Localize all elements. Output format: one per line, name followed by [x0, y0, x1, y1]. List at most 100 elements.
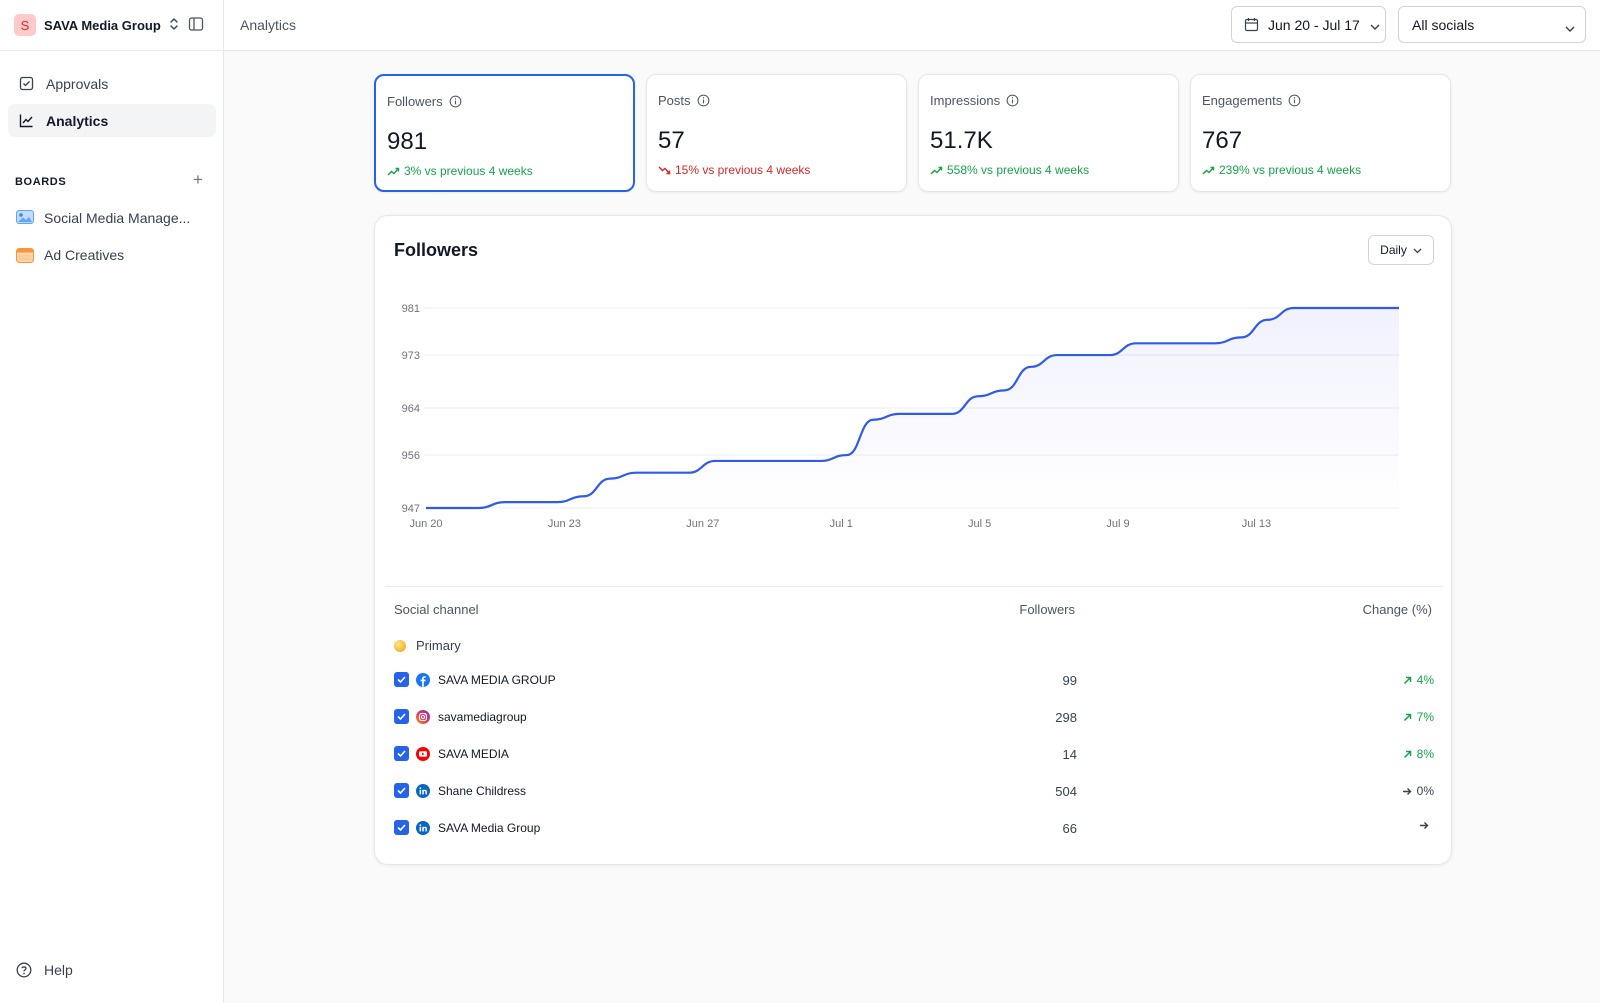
date-range-label: Jun 20 - Jul 17 — [1268, 16, 1360, 33]
followers-value: 14 — [1062, 747, 1077, 762]
column-header-channel: Social channel — [394, 602, 479, 617]
change-value: 8% — [1403, 747, 1434, 761]
chevron-up-down-icon — [169, 17, 179, 34]
date-range-picker[interactable]: Jun 20 - Jul 17 — [1231, 6, 1386, 43]
channel-name: SAVA MEDIA GROUP — [438, 673, 556, 687]
breadcrumb: Analytics — [240, 17, 297, 33]
socials-filter-select[interactable]: All socials — [1398, 6, 1586, 43]
x-tick-label: Jun 23 — [548, 518, 581, 530]
arrow-up-right-icon — [1403, 676, 1411, 684]
help-circle-icon — [16, 962, 32, 978]
stat-card-impressions[interactable]: Impressions 51.7K 558% vs previous 4 wee… — [918, 74, 1179, 192]
workspace-avatar: S — [14, 14, 36, 36]
arrow-right-icon — [1420, 822, 1429, 829]
add-board-button[interactable]: + — [193, 170, 203, 189]
group-dot-icon — [394, 639, 406, 652]
arrow-up-right-icon — [1403, 713, 1411, 721]
workspace-name: SAVA Media Group — [44, 17, 161, 33]
channel-name: SAVA Media Group — [438, 821, 541, 835]
board-item-label: Social Media Manage... — [44, 209, 191, 226]
stat-delta: 15% vs previous 4 weeks — [658, 163, 810, 177]
change-value — [1419, 821, 1434, 830]
boards-heading: BOARDS — [15, 176, 67, 188]
column-header-change: Change (%) — [1362, 602, 1432, 617]
sidebar-item-approvals[interactable]: Approvals — [8, 67, 216, 100]
channel-name: SAVA MEDIA — [438, 747, 509, 761]
stat-card-followers[interactable]: Followers 981 3% vs previous 4 weeks — [374, 74, 635, 192]
board-item-social-media[interactable]: Social Media Manage... — [8, 201, 216, 234]
row-checkbox[interactable] — [394, 820, 409, 835]
table-row: Shane Childress 504 0% — [375, 781, 1453, 801]
stat-label: Posts — [658, 93, 710, 108]
change-value: 4% — [1403, 673, 1434, 687]
table-row: SAVA Media Group 66 — [375, 818, 1453, 838]
linkedin-icon — [416, 821, 430, 835]
stat-value: 981 — [387, 128, 428, 155]
table-row: savamediagroup 298 7% — [375, 707, 1453, 727]
divider — [385, 586, 1443, 587]
y-tick-label: 981 — [402, 303, 420, 315]
info-icon — [1288, 94, 1301, 107]
sidebar-item-label: Approvals — [46, 75, 109, 92]
x-tick-label: Jul 1 — [830, 518, 853, 530]
stat-card-posts[interactable]: Posts 57 15% vs previous 4 weeks — [646, 74, 907, 192]
board-image-icon — [16, 209, 34, 226]
stat-delta: 558% vs previous 4 weeks — [930, 163, 1089, 177]
table-row: SAVA MEDIA GROUP 99 4% — [375, 670, 1453, 690]
arrow-up-right-icon — [1403, 750, 1411, 758]
row-checkbox[interactable] — [394, 672, 409, 687]
stat-delta: 239% vs previous 4 weeks — [1202, 163, 1361, 177]
interval-label: Daily — [1380, 243, 1407, 257]
column-header-followers: Followers — [1019, 602, 1075, 617]
channel-name: savamediagroup — [438, 710, 527, 724]
sidebar-item-label: Analytics — [46, 112, 109, 129]
x-tick-label: Jul 5 — [968, 518, 991, 530]
instagram-icon — [416, 710, 430, 724]
stat-delta: 3% vs previous 4 weeks — [387, 164, 533, 178]
group-header-primary: Primary — [394, 638, 461, 653]
y-tick-label: 956 — [402, 450, 420, 462]
top-bar: Analytics Jun 20 - Jul 17 All socials — [224, 0, 1600, 51]
row-checkbox[interactable] — [394, 746, 409, 761]
line-chart-icon — [18, 113, 34, 129]
series-line — [426, 306, 1399, 510]
stat-card-engagements[interactable]: Engagements 767 239% vs previous 4 weeks — [1190, 74, 1451, 192]
divider — [0, 50, 224, 51]
x-tick-label: Jul 13 — [1242, 518, 1271, 530]
sidebar-toggle-icon[interactable] — [188, 16, 206, 32]
y-tick-label: 973 — [402, 350, 420, 362]
stat-label: Impressions — [930, 93, 1019, 108]
chevron-down-icon — [1413, 243, 1422, 257]
interval-select[interactable]: Daily — [1368, 235, 1434, 265]
stat-value: 57 — [658, 127, 685, 154]
followers-value: 504 — [1055, 784, 1077, 799]
sidebar: S SAVA Media Group Approvals Analytics B… — [0, 0, 224, 1003]
info-icon — [1006, 94, 1019, 107]
check-square-icon — [18, 76, 34, 92]
chevron-down-icon — [1370, 17, 1380, 33]
board-item-ad-creatives[interactable]: Ad Creatives — [8, 238, 216, 271]
board-calendar-icon — [16, 247, 34, 263]
workspace-switcher[interactable]: S SAVA Media Group — [14, 14, 179, 36]
socials-filter-label: All socials — [1412, 16, 1475, 33]
trend-up-icon — [930, 166, 943, 174]
info-icon — [697, 94, 709, 107]
linkedin-icon — [416, 784, 430, 798]
help-link[interactable]: Help — [16, 962, 73, 978]
area-fill — [426, 308, 1399, 508]
table-row: SAVA MEDIA 14 8% — [375, 744, 1453, 764]
followers-line-chart: 981 973 964 956 947 Jun 20 Jun 23 Jun 27 Jul 1 Ju… — [402, 303, 1399, 530]
row-checkbox[interactable] — [394, 709, 409, 724]
x-tick-label: Jun 20 — [409, 518, 442, 530]
x-tick-label: Jun 27 — [686, 518, 719, 530]
y-tick-label: 947 — [402, 503, 420, 515]
trend-up-icon — [387, 167, 400, 175]
calendar-icon — [1244, 17, 1260, 33]
info-icon — [449, 95, 462, 108]
sidebar-item-analytics[interactable]: Analytics — [8, 104, 216, 137]
youtube-icon — [416, 747, 430, 761]
stat-value: 767 — [1202, 127, 1243, 154]
channel-name: Shane Childress — [438, 784, 527, 798]
chart-title: Followers — [394, 240, 479, 260]
row-checkbox[interactable] — [394, 783, 409, 798]
